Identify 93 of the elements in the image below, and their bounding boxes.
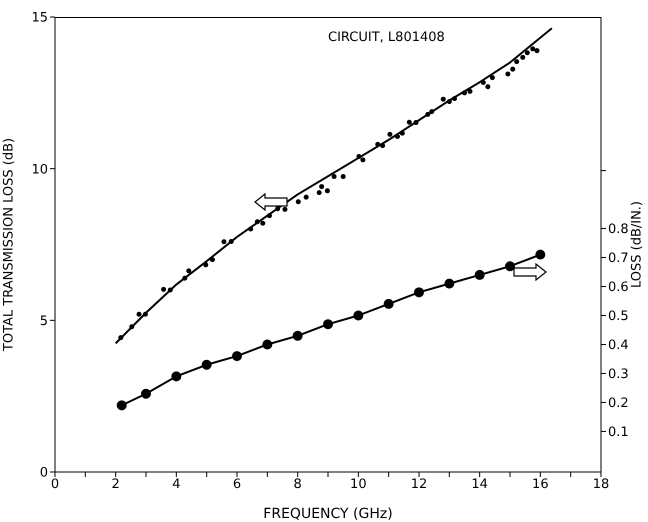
y-tick-label: 15: [31, 10, 48, 26]
y2-tick-label: 0.4: [608, 338, 629, 354]
point: [142, 312, 148, 317]
x-tick-label: 14: [471, 477, 488, 492]
point: [414, 287, 424, 298]
point: [168, 288, 173, 292]
point: [275, 206, 280, 212]
y2-tick-label: 0.1: [608, 425, 629, 440]
point: [248, 226, 254, 232]
point: [440, 96, 446, 102]
point: [505, 261, 515, 272]
point: [118, 335, 124, 340]
annotation: CIRCUIT, L801408: [328, 30, 445, 45]
point: [141, 388, 151, 399]
point: [282, 206, 288, 212]
point: [524, 50, 530, 56]
point: [186, 268, 192, 274]
x-tick-label: 18: [592, 477, 610, 492]
point: [202, 360, 212, 370]
point: [353, 310, 364, 321]
point: [332, 174, 337, 180]
point: [262, 339, 272, 350]
point: [394, 134, 400, 140]
x-tick-label: 4: [172, 477, 180, 492]
point: [535, 250, 546, 260]
x-tick-label: 10: [350, 477, 367, 492]
point: [429, 109, 434, 114]
point: [324, 188, 330, 194]
y-tick-label: 0: [40, 466, 48, 481]
x-tick-label: 6: [232, 477, 242, 492]
y-tick-label: 5: [40, 314, 48, 329]
point: [505, 72, 510, 77]
point: [228, 238, 234, 244]
y2-tick-label: 0.2: [608, 396, 629, 412]
point: [316, 190, 322, 196]
point: [221, 239, 226, 244]
point: [490, 75, 495, 80]
point: [129, 324, 134, 330]
x-tick-label: 12: [410, 477, 428, 492]
y-tick-label: 10: [31, 162, 48, 178]
x-tick-label: 0: [50, 477, 60, 492]
point: [530, 46, 536, 52]
point: [485, 84, 490, 90]
point: [380, 143, 386, 148]
point: [480, 80, 486, 86]
point: [171, 371, 182, 382]
y2-tick-label: 0.5: [608, 309, 629, 324]
point: [375, 142, 380, 147]
point: [534, 48, 540, 54]
point: [161, 286, 166, 292]
point: [323, 319, 333, 330]
point: [384, 298, 394, 309]
line-series: [114, 27, 553, 344]
point: [425, 112, 430, 117]
point: [413, 120, 418, 126]
point: [356, 154, 362, 160]
point: [182, 276, 188, 281]
y2-tick-label: 0.7: [608, 251, 629, 266]
point: [510, 66, 516, 72]
point: [360, 157, 366, 162]
point: [136, 312, 142, 317]
point: [387, 132, 392, 137]
y-axis-title: TOTAL TRANSMISSION LOSS (dB): [2, 138, 17, 352]
point: [296, 199, 301, 204]
point: [462, 90, 467, 96]
point: [400, 130, 405, 136]
point: [467, 88, 472, 94]
point: [406, 120, 412, 125]
point: [292, 330, 303, 341]
point: [340, 174, 346, 180]
point: [514, 59, 520, 64]
point: [203, 262, 208, 268]
point: [444, 278, 454, 289]
x-axis-title: FREQUENCY (GHz): [263, 506, 393, 522]
point: [452, 96, 457, 102]
point: [254, 219, 260, 224]
point: [520, 54, 526, 60]
y2-tick-label: 0.8: [608, 222, 629, 238]
point: [304, 194, 309, 200]
x-tick-label: 16: [532, 477, 549, 492]
point: [319, 184, 324, 190]
y2-tick-label: 0.6: [608, 280, 629, 296]
x-tick-label: 8: [294, 477, 302, 492]
point: [446, 99, 452, 104]
point: [116, 400, 127, 410]
y2-axis-title: LOSS (dB/IN.): [630, 200, 645, 288]
point: [260, 220, 266, 226]
point: [266, 213, 272, 218]
y2-tick-label: 0.3: [608, 367, 629, 382]
x-tick-label: 2: [112, 477, 120, 492]
point: [474, 270, 485, 280]
point: [210, 257, 215, 262]
point: [232, 351, 242, 362]
